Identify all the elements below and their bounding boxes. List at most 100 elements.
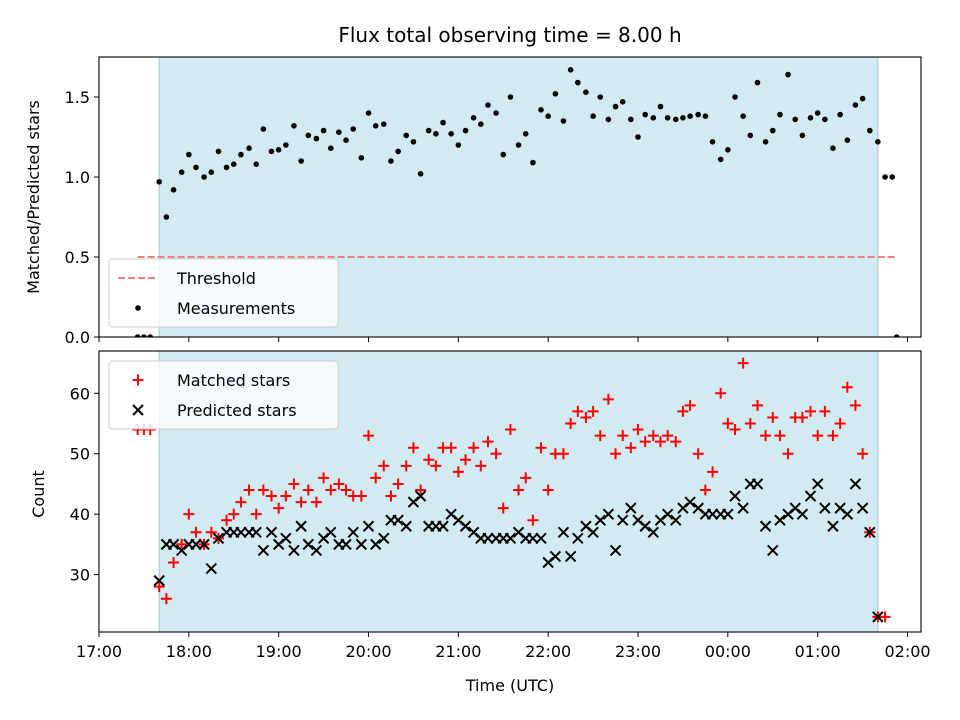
predicted-star-point (369, 538, 382, 551)
measurement-point (493, 110, 499, 116)
measurement-point (785, 71, 791, 78)
measurement-point (882, 174, 888, 180)
matched-star-point (677, 405, 689, 417)
measurement-point (732, 94, 738, 100)
measurement-point (777, 111, 783, 118)
predicted-star-point (535, 532, 547, 545)
legend-label: Matched stars (177, 371, 290, 390)
matched-star-point (333, 478, 345, 490)
matched-star-point (392, 478, 404, 490)
measurement-point (680, 115, 686, 121)
matched-star-point (310, 496, 322, 508)
top-axes-frame (98, 56, 922, 338)
measurement-point (246, 145, 252, 151)
measurement-point (470, 115, 477, 121)
matched-star-point (318, 472, 330, 484)
bottom-series-0 (132, 357, 891, 623)
measurement-point (725, 147, 731, 153)
matched-star-point (782, 448, 794, 460)
top-y-axis-label: Matched/Predicted stars (24, 100, 43, 294)
top-y-tick-label: 0.0 (65, 328, 90, 347)
measurement-point (866, 127, 873, 134)
bottom-series-1 (153, 478, 884, 623)
measurement-point (583, 89, 589, 95)
measurement-point (433, 131, 439, 137)
matched-star-point (632, 424, 644, 436)
measurement-point (147, 334, 154, 337)
matched-star-point (176, 538, 188, 550)
predicted-star-point (639, 520, 651, 532)
measurement-point (852, 102, 859, 108)
matched-star-point (639, 436, 651, 448)
measurement-point (268, 148, 275, 155)
measurement-point (462, 127, 469, 134)
measurement-point (313, 135, 320, 142)
measurement-point (208, 169, 215, 175)
measurement-point (515, 142, 522, 148)
measurement-point (275, 147, 282, 153)
matched-star-point (819, 405, 831, 417)
predicted-star-point (706, 508, 719, 520)
predicted-star-point (617, 514, 629, 526)
matched-star-point (774, 430, 786, 442)
measurement-point (567, 67, 574, 73)
matched-star-point (617, 430, 629, 442)
matched-star-point (699, 484, 711, 496)
matched-star-point (475, 460, 487, 472)
predicted-star-point (661, 508, 674, 520)
predicted-star-point (212, 532, 225, 545)
measurement-point (305, 132, 312, 139)
matched-star-point (355, 490, 367, 502)
top-legend: Threshold Measurements (108, 258, 339, 328)
measurement-point (388, 158, 394, 164)
measurement-point (740, 113, 746, 119)
measurement-point (478, 121, 484, 127)
matched-star-point (250, 508, 262, 520)
measurement-point (575, 79, 581, 86)
measurement-point (642, 111, 649, 118)
measurement-point (837, 111, 843, 118)
x-tick-label: 02:00 (884, 642, 930, 661)
measurement-point (830, 145, 836, 151)
measurement-point (628, 116, 634, 123)
measurement-point (358, 155, 365, 161)
measurement-point (687, 113, 693, 119)
legend-box (108, 360, 339, 430)
matched-star-point (744, 418, 756, 430)
predicted-star-point (684, 496, 696, 508)
matched-star-point (415, 484, 427, 496)
measurement-point (186, 151, 192, 158)
measurement-point (372, 123, 379, 129)
predicted-star-point (362, 520, 375, 532)
predicted-star-point (602, 508, 615, 520)
measurement-point (612, 103, 619, 110)
measurement-point (193, 164, 199, 171)
x-tick-label: 22:00 (525, 642, 571, 661)
matched-star-point (190, 526, 202, 538)
measurement-point (343, 137, 349, 143)
measurement-point (522, 131, 529, 137)
x-tick-label: 01:00 (795, 642, 841, 661)
legend-box (108, 258, 339, 328)
matched-star-point (363, 430, 375, 442)
measurement-point (260, 126, 267, 132)
matched-star-point (378, 460, 390, 472)
matched-star-point (520, 472, 532, 484)
matched-star-point (445, 442, 457, 454)
x-tick-label: 17:00 (76, 642, 122, 661)
predicted-star-point (594, 514, 606, 526)
bottom-y-tick-label: 60 (70, 384, 90, 403)
measurement-point (327, 145, 334, 151)
matched-star-point (857, 448, 869, 460)
matched-star-point (235, 496, 247, 508)
matched-star-point (385, 490, 397, 502)
matched-star-point (497, 502, 509, 514)
matched-star-point (257, 484, 269, 496)
predicted-star-point (414, 490, 427, 502)
measurement-point (156, 179, 162, 185)
matched-star-point (572, 405, 584, 417)
predicted-star-point (729, 490, 741, 502)
top-y-tick-label: 0.5 (65, 248, 90, 267)
measurement-point (223, 164, 230, 171)
x-tick-label: 23:00 (615, 642, 661, 661)
